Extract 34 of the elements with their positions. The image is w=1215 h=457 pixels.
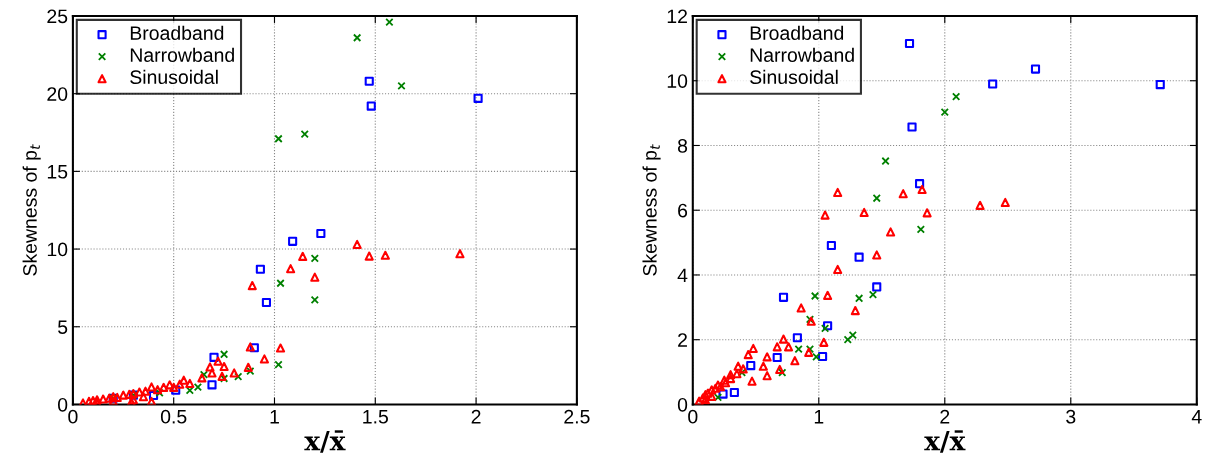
y-axis-title: Skewness of p$_{t}$ [22, 144, 41, 276]
legend-label: Narrowband [750, 47, 854, 63]
y-tick-label: 0 [677, 397, 688, 412]
y-tick-label: 6 [678, 203, 688, 218]
x-tick-label: 1 [814, 410, 824, 424]
legend-label: Broadband [750, 25, 844, 40]
x-tick-label: 0.5 [160, 409, 187, 424]
x-tick-label: 1.5 [363, 410, 388, 424]
y-tick-label: 20 [47, 87, 68, 101]
x-axis-title: x/x̄ [924, 430, 966, 453]
x-tick-label: 0 [68, 409, 78, 424]
x-tick-label: 1 [270, 410, 279, 424]
x-tick-label: 3 [1066, 409, 1076, 424]
x-tick-label: 2 [940, 409, 950, 424]
y-tick-label: 8 [677, 138, 688, 153]
y-tick-label: 12 [667, 9, 687, 24]
y-tick-label: 2 [678, 333, 687, 347]
y-tick-label: 5 [58, 320, 68, 334]
x-tick-label: 0 [688, 409, 698, 424]
y-tick-label: 10 [667, 74, 688, 88]
y-axis-title: Skewness of p$_{t}$ [642, 144, 661, 276]
x-tick-label: 4 [1191, 410, 1202, 424]
y-tick-label: 15 [47, 165, 68, 179]
x-axis-title: x/x̄ [304, 430, 346, 453]
x-tick-label: 2 [471, 409, 481, 424]
y-tick-label: 25 [47, 9, 68, 24]
legend-label: Sinusoidal [750, 69, 838, 85]
legend-label: Narrowband [130, 47, 234, 63]
y-tick-label: 10 [47, 242, 68, 257]
legend-label: Broadband [130, 25, 224, 40]
legend-label: Sinusoidal [130, 69, 218, 85]
x-tick-label: 2.5 [564, 409, 590, 424]
y-tick-label: 0 [57, 397, 68, 412]
y-tick-label: 4 [677, 268, 688, 283]
